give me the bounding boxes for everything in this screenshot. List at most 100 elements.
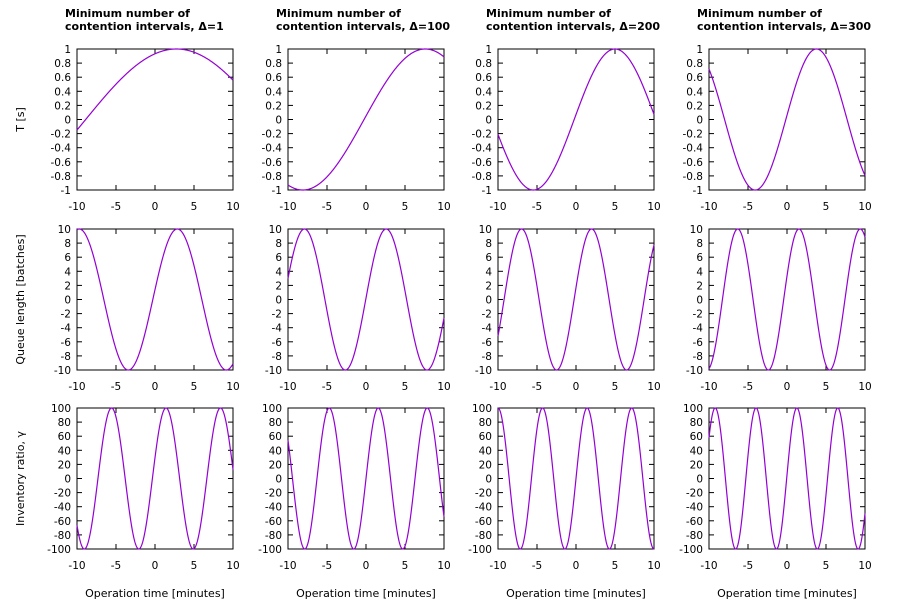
ytick-label-r2c4: 6 — [696, 252, 703, 264]
ytick-label-r1c4: 1 — [696, 44, 703, 56]
ytick-label-r3c2: 20 — [269, 459, 282, 471]
xtick-label-r1c1: 5 — [191, 201, 198, 213]
ytick-label-r3c4: -80 — [686, 530, 703, 542]
ytick-label-r1c2: -1 — [272, 185, 282, 197]
xtick-label-r2c1: 5 — [191, 381, 198, 393]
xtick-label-r2c2: 5 — [402, 381, 409, 393]
ytick-label-r3c2: 40 — [269, 445, 282, 457]
xtick-label-r2c1: 10 — [226, 381, 239, 393]
ytick-label-r2c2: 4 — [275, 266, 282, 278]
ytick-label-r2c3: 10 — [479, 224, 492, 236]
ytick-label-r3c1: 20 — [58, 459, 71, 471]
xtick-label-r1c3: 5 — [612, 201, 619, 213]
ytick-label-r3c3: -40 — [475, 502, 492, 514]
ytick-label-r1c1: 0.4 — [54, 86, 71, 98]
series-line-r2c3 — [497, 228, 655, 371]
plot-frame-r1c3 — [497, 48, 655, 191]
ytick-label-r2c4: -10 — [686, 365, 703, 377]
ytick-label-r1c3: -0.4 — [472, 143, 493, 155]
ytick-label-r2c3: 8 — [485, 238, 492, 250]
ytick-label-r1c1: 0.2 — [54, 100, 71, 112]
series-line-r3c2 — [287, 407, 445, 550]
ytick-label-r3c1: -80 — [54, 530, 71, 542]
xlabel-col-3: Operation time [minutes] — [506, 587, 646, 600]
xtick-label-r1c1: 0 — [152, 201, 159, 213]
ytick-label-r1c3: -1 — [482, 185, 492, 197]
ytick-label-r2c2: 0 — [275, 295, 282, 307]
ytick-label-r3c1: -100 — [47, 544, 71, 556]
ytick-label-r3c2: -20 — [265, 488, 282, 500]
xtick-label-r1c1: 10 — [226, 201, 239, 213]
plot-frame-r1c2 — [287, 48, 445, 191]
ytick-label-r2c3: -6 — [482, 337, 493, 349]
ytick-label-r1c2: -0.6 — [262, 157, 283, 169]
ytick-label-r3c3: 100 — [472, 403, 492, 415]
ytick-label-r1c4: -1 — [693, 185, 703, 197]
row-ylabel-3: Inventory ratio, γ — [14, 431, 27, 526]
ytick-label-r2c4: -2 — [693, 309, 703, 321]
ytick-label-r2c3: 2 — [485, 280, 492, 292]
ytick-label-r2c4: -4 — [693, 323, 704, 335]
ytick-label-r2c2: -6 — [272, 337, 283, 349]
xtick-label-r3c4: 5 — [823, 560, 830, 572]
ytick-label-r3c1: 40 — [58, 445, 71, 457]
xtick-label-r3c3: -10 — [489, 560, 506, 572]
ytick-label-r3c1: 0 — [64, 474, 71, 486]
xtick-label-r1c4: -10 — [700, 201, 717, 213]
ytick-label-r3c3: 60 — [479, 431, 492, 443]
ytick-label-r1c1: 1 — [64, 44, 71, 56]
series-line-r3c3 — [497, 407, 655, 550]
ytick-label-r1c2: 0.8 — [265, 58, 282, 70]
ytick-label-r1c3: 0.6 — [475, 72, 492, 84]
column-title-4-line-2: contention intervals, Δ=300 — [697, 20, 871, 33]
xtick-label-r1c1: -5 — [111, 201, 121, 213]
ytick-label-r1c1: -0.6 — [51, 157, 72, 169]
xtick-label-r3c2: 5 — [402, 560, 409, 572]
ytick-label-r1c2: 0.6 — [265, 72, 282, 84]
ytick-label-r3c2: 0 — [275, 474, 282, 486]
xtick-label-r2c2: -10 — [279, 381, 296, 393]
ytick-label-r2c2: 10 — [269, 224, 282, 236]
ytick-label-r3c3: -80 — [475, 530, 492, 542]
series-line-r1c4 — [708, 48, 866, 191]
ytick-label-r3c4: 100 — [683, 403, 703, 415]
xtick-label-r3c3: 5 — [612, 560, 619, 572]
ytick-label-r2c1: 10 — [58, 224, 71, 236]
ytick-label-r2c4: 8 — [696, 238, 703, 250]
ytick-label-r2c1: 4 — [64, 266, 71, 278]
xlabel-col-2: Operation time [minutes] — [296, 587, 436, 600]
ytick-label-r3c3: 20 — [479, 459, 492, 471]
ytick-label-r2c2: 8 — [275, 238, 282, 250]
column-title-4-line-1: Minimum number of — [697, 7, 822, 20]
ytick-label-r3c3: 0 — [485, 474, 492, 486]
xtick-label-r3c2: 0 — [363, 560, 370, 572]
ytick-label-r1c4: 0.4 — [686, 86, 703, 98]
xtick-label-r2c2: 0 — [363, 381, 370, 393]
ytick-label-r1c2: 1 — [275, 44, 282, 56]
xtick-label-r1c3: -10 — [489, 201, 506, 213]
ytick-label-r1c2: 0 — [275, 115, 282, 127]
ytick-label-r2c3: 4 — [485, 266, 492, 278]
ytick-label-r2c4: 10 — [690, 224, 703, 236]
ytick-label-r3c4: -60 — [686, 516, 703, 528]
xtick-label-r2c3: -10 — [489, 381, 506, 393]
ytick-label-r2c4: -6 — [693, 337, 704, 349]
ytick-label-r1c3: 0.2 — [475, 100, 492, 112]
ytick-label-r1c2: -0.4 — [262, 143, 283, 155]
xtick-label-r1c2: 5 — [402, 201, 409, 213]
xtick-label-r3c4: 10 — [858, 560, 871, 572]
ytick-label-r3c3: -100 — [468, 544, 492, 556]
series-line-r3c1 — [76, 407, 234, 550]
ytick-label-r1c4: -0.6 — [683, 157, 704, 169]
ytick-label-r3c2: 100 — [262, 403, 282, 415]
xtick-label-r1c2: -10 — [279, 201, 296, 213]
ytick-label-r2c4: 4 — [696, 266, 703, 278]
xtick-label-r3c4: 0 — [784, 560, 791, 572]
row-ylabel-1: T [s] — [14, 107, 27, 133]
ytick-label-r3c1: -60 — [54, 516, 71, 528]
xlabel-col-1: Operation time [minutes] — [85, 587, 225, 600]
ytick-label-r1c1: 0 — [64, 115, 71, 127]
plot-frame-r2c3 — [497, 228, 655, 371]
ytick-label-r1c1: -0.4 — [51, 143, 72, 155]
ytick-label-r1c1: -1 — [61, 185, 71, 197]
